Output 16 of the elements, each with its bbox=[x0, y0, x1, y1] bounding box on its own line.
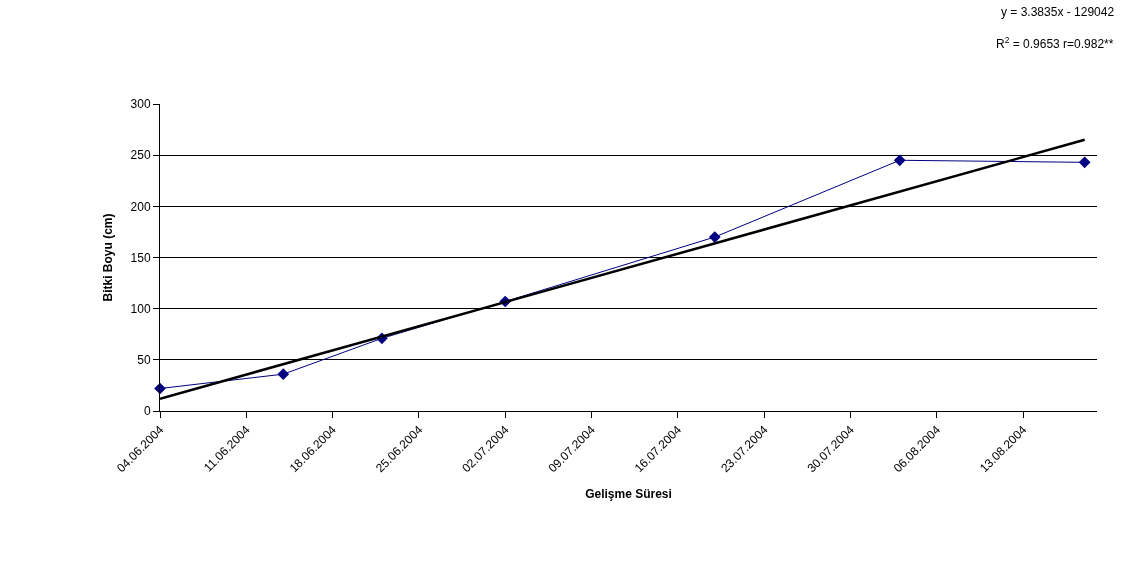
y-tick-label: 150 bbox=[130, 250, 151, 265]
point bbox=[277, 368, 290, 381]
text: R$^{2}$ = 0.9653 r=0.982** bbox=[996, 35, 1114, 52]
y-tick-label: 100 bbox=[130, 301, 151, 316]
point bbox=[708, 231, 721, 243]
x-axis-title: Gelişme Süresi bbox=[585, 487, 672, 502]
point bbox=[893, 154, 906, 167]
point bbox=[154, 382, 166, 395]
text: y = 3.3835x - 129042 bbox=[1001, 5, 1115, 19]
point bbox=[1078, 156, 1091, 169]
y-axis-title: Bitki Boyu (cm) bbox=[100, 213, 115, 302]
y-tick-label: 50 bbox=[137, 353, 151, 368]
y-tick-label: 200 bbox=[130, 199, 151, 214]
y-tick-label: 250 bbox=[130, 148, 151, 163]
y-tick-label: 300 bbox=[130, 97, 151, 112]
y-tick-label: 0 bbox=[143, 404, 151, 419]
